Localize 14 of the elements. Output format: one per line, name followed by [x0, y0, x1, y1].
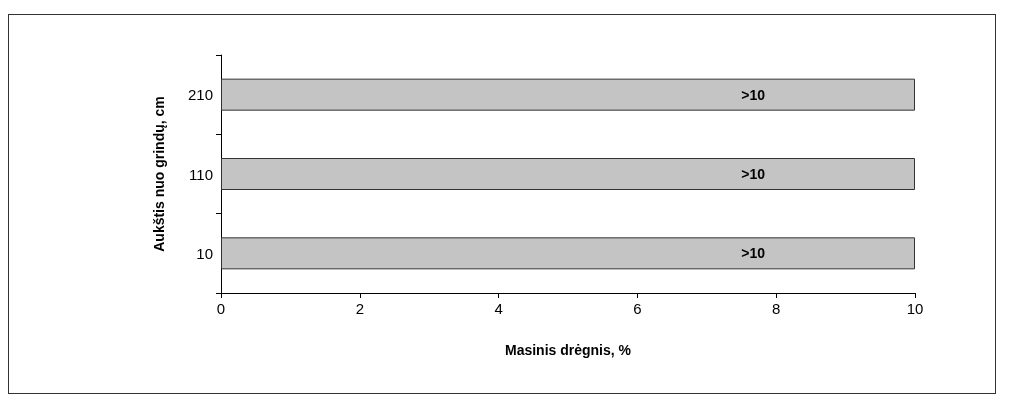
x-axis-title: Masinis drėgnis, % — [504, 342, 632, 358]
data-label: >10 — [741, 166, 766, 182]
data-label: >10 — [741, 245, 766, 262]
y-tick-label: 10 — [196, 244, 213, 262]
x-tick-label: 8 — [772, 300, 781, 317]
x-tick-label: 10 — [906, 300, 924, 317]
x-tick-label: 4 — [494, 300, 503, 317]
y-tick-label: 210 — [187, 86, 213, 104]
data-label: >10 — [741, 86, 766, 103]
x-tick-label: 2 — [355, 300, 364, 317]
x-tick-label: 6 — [633, 300, 642, 317]
y-axis-title: Aukštis nuo grindų, cm — [151, 96, 167, 252]
y-tick-label: 110 — [189, 165, 213, 183]
x-tick-label: 0 — [216, 300, 226, 317]
